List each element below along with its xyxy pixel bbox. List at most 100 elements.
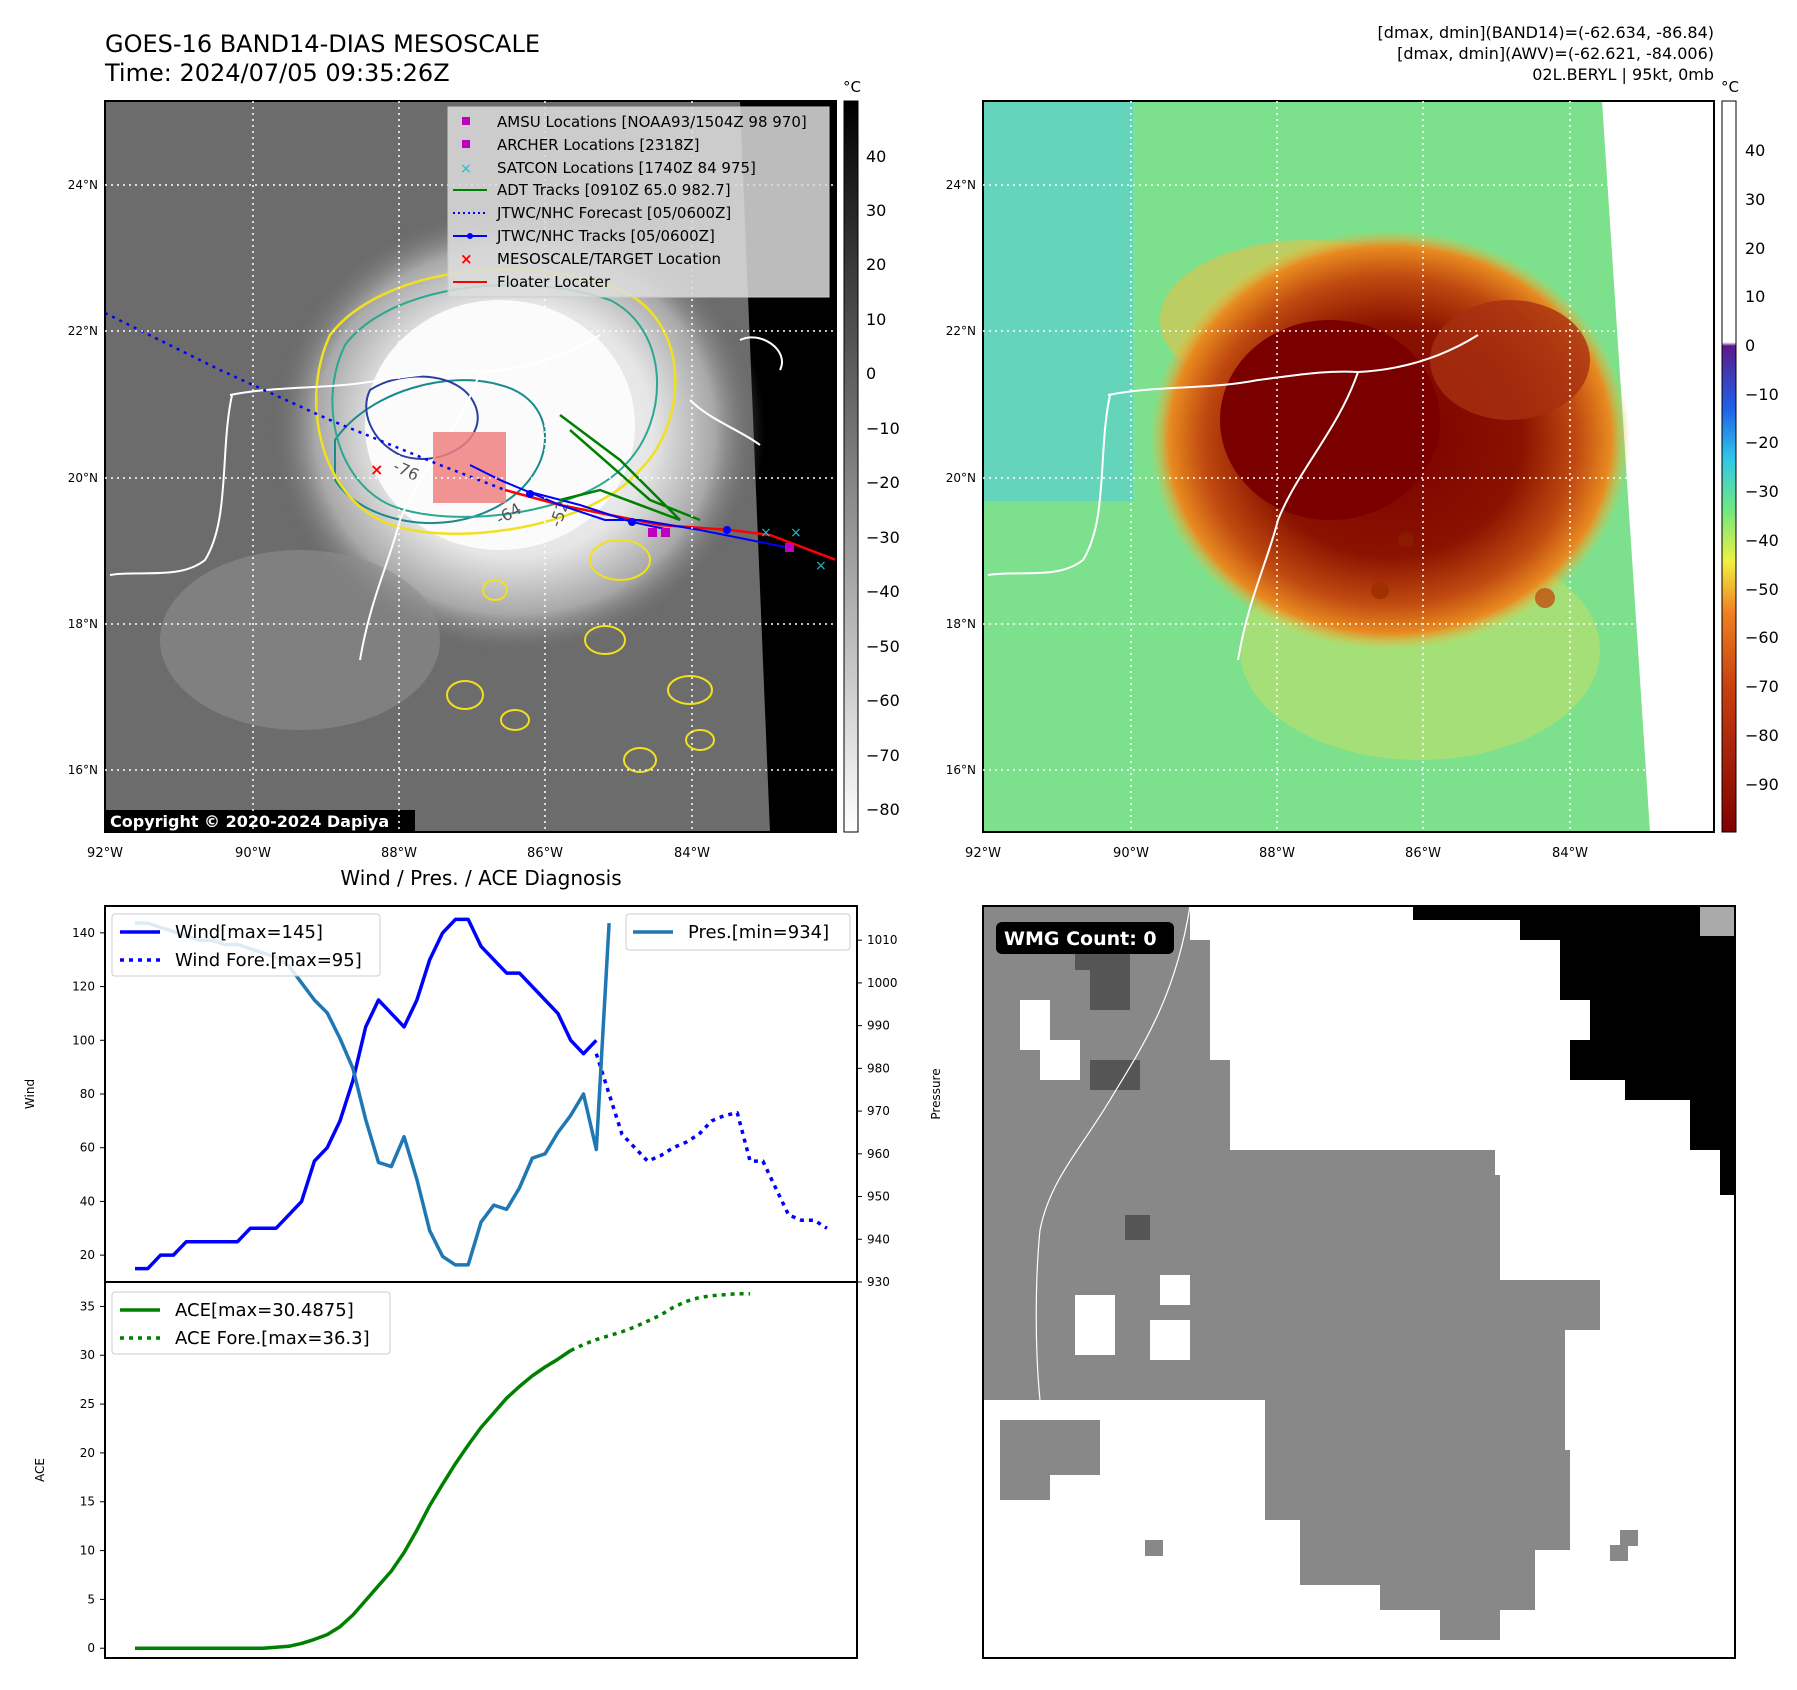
svg-text:×: × — [370, 460, 383, 479]
svg-text:−10: −10 — [866, 419, 900, 438]
y-right-tick-label: 1010 — [867, 933, 898, 947]
legend-entry-archer: ARCHER Locations [2318Z] — [462, 136, 700, 154]
svg-text:92°W: 92°W — [87, 846, 123, 861]
y-right-tick-label: 980 — [867, 1061, 890, 1075]
legend-label-wind-forecast: Wind Fore.[max=95] — [175, 950, 362, 971]
series-line-1 — [569, 1291, 751, 1353]
svg-text:−60: −60 — [1745, 628, 1779, 647]
svg-text:30: 30 — [866, 201, 886, 220]
svg-text:20°N: 20°N — [946, 471, 976, 485]
svg-text:−70: −70 — [1745, 677, 1779, 696]
wind-legend-box — [111, 913, 381, 977]
dias-map-frame — [982, 100, 1715, 833]
stats-line-2: [dmax, dmin](AWV)=(-62.621, -84.006) — [1397, 44, 1714, 63]
y-tick-label: 35 — [80, 1299, 95, 1313]
svg-text:0: 0 — [1745, 336, 1755, 355]
svg-text:×: × — [760, 525, 772, 541]
svg-text:×: × — [815, 558, 827, 574]
legend-label-pressure: Pres.[min=934] — [688, 922, 829, 943]
dias-map-lon-ticks: 92°W 90°W 88°W 86°W 84°W — [965, 846, 1588, 861]
svg-text:−20: −20 — [1745, 433, 1779, 452]
svg-text:−40: −40 — [1745, 531, 1779, 550]
y-tick-label: 80 — [80, 1087, 95, 1101]
ace-axis-label: ACE — [33, 1458, 47, 1482]
y-tick-label: 20 — [80, 1248, 95, 1262]
svg-text:92°W: 92°W — [965, 846, 1001, 861]
copyright-badge: Copyright © 2020-2024 Dapiya — [110, 812, 389, 831]
map-legend: AMSU Locations [NOAA93/1504Z 98 970] ARC… — [447, 106, 830, 298]
svg-text:10: 10 — [1745, 287, 1765, 306]
svg-text:18°N: 18°N — [68, 617, 98, 631]
legend-label-wind: Wind[max=145] — [175, 922, 323, 943]
y-right-tick-label: 1000 — [867, 976, 898, 990]
y-tick-label: 60 — [80, 1141, 95, 1155]
svg-text:84°W: 84°W — [674, 846, 710, 861]
svg-text:16°N: 16°N — [68, 763, 98, 777]
svg-text:22°N: 22°N — [946, 324, 976, 338]
y-tick-label: 25 — [80, 1397, 95, 1411]
plot-frame — [104, 1281, 858, 1659]
legend-entry-floater: Floater Locater — [453, 273, 611, 291]
y-tick-label: 40 — [80, 1194, 95, 1208]
pressure-legend-box — [625, 913, 851, 951]
svg-text:−60: −60 — [866, 691, 900, 710]
svg-text:24°N: 24°N — [946, 178, 976, 192]
y-right-tick-label: 970 — [867, 1104, 890, 1118]
svg-text:−90: −90 — [1745, 775, 1779, 794]
svg-text:−30: −30 — [866, 528, 900, 547]
svg-text:18°N: 18°N — [946, 617, 976, 631]
series-line-0 — [135, 917, 598, 1271]
svg-text:°C: °C — [843, 78, 861, 96]
svg-text:88°W: 88°W — [1259, 846, 1295, 861]
svg-text:40: 40 — [866, 147, 886, 166]
y-tick-label: 20 — [80, 1446, 95, 1460]
wmg-count-label: WMG Count: 0 — [1004, 928, 1157, 950]
y-tick-label: 0 — [87, 1641, 95, 1655]
legend-entry-forecast: JTWC/NHC Forecast [05/0600Z] — [453, 204, 731, 222]
legend-entry-tracks: JTWC/NHC Tracks [05/0600Z] — [453, 227, 715, 245]
y-tick-label: 30 — [80, 1348, 95, 1362]
svg-text:20: 20 — [866, 255, 886, 274]
y-tick-label: 15 — [80, 1495, 95, 1509]
diagnosis-title: Wind / Pres. / ACE Diagnosis — [340, 866, 621, 890]
series-line-0 — [135, 1349, 572, 1650]
ace-chart: 0 5 10 15 20 25 30 35 ACE[max=30.4875] ACE Fore.[… — [80, 1281, 858, 1659]
figure-time: Time: 2024/07/05 09:35:26Z — [104, 59, 450, 87]
dias-colorbar: °C 40 30 20 10 0 −10 −20 −30 −40 −50 −60… — [1721, 78, 1779, 833]
y-right-tick-label: 950 — [867, 1190, 890, 1204]
legend-label-ace-forecast: ACE Fore.[max=36.3] — [175, 1328, 370, 1349]
svg-text:AMSU Locations [NOAA93/1504Z 9: AMSU Locations [NOAA93/1504Z 98 970] — [497, 113, 807, 131]
y-tick-label: 120 — [72, 980, 95, 994]
ir-colorbar: °C 40 30 20 10 0 −10 −20 −30 −40 −50 −60… — [843, 78, 900, 833]
svg-text:86°W: 86°W — [1405, 846, 1441, 861]
svg-text:−30: −30 — [1745, 482, 1779, 501]
svg-text:×: × — [790, 525, 802, 541]
svg-text:90°W: 90°W — [1113, 846, 1149, 861]
ir-map-lat-ticks: 24°N 22°N 20°N 18°N 16°N — [68, 178, 98, 777]
svg-text:84°W: 84°W — [1552, 846, 1588, 861]
svg-text:40: 40 — [1745, 141, 1765, 160]
svg-text:°C: °C — [1721, 78, 1739, 96]
y-tick-label: 5 — [87, 1592, 95, 1606]
legend-entry-amsu: AMSU Locations [NOAA93/1504Z 98 970] — [462, 113, 807, 131]
ir-map-frame — [104, 100, 837, 833]
svg-text:×: × — [460, 250, 473, 268]
svg-text:−70: −70 — [866, 746, 900, 765]
wind-pressure-chart: 20 40 60 80 100 120 140 930 940 950 960 970 980 990 10… — [72, 905, 898, 1289]
svg-text:20°N: 20°N — [68, 471, 98, 485]
series-line-1 — [594, 1053, 828, 1230]
y-tick-label: 10 — [80, 1544, 95, 1558]
y-tick-label: 140 — [72, 926, 95, 940]
svg-text:JTWC/NHC Tracks [05/0600Z]: JTWC/NHC Tracks [05/0600Z] — [496, 227, 715, 245]
stats-line-3: 02L.BERYL | 95kt, 0mb — [1532, 65, 1714, 84]
legend-entry-satcon: × SATCON Locations [1740Z 84 975] — [460, 159, 756, 177]
svg-text:−80: −80 — [866, 800, 900, 819]
stats-line-1: [dmax, dmin](BAND14)=(-62.634, -86.84) — [1378, 23, 1714, 42]
legend-entry-target: × MESOSCALE/TARGET Location — [460, 250, 721, 268]
svg-text:20: 20 — [1745, 239, 1765, 258]
legend-entry-adt: ADT Tracks [0910Z 65.0 982.7] — [453, 181, 731, 199]
dias-map-lat-ticks: 24°N 22°N 20°N 18°N 16°N — [946, 178, 976, 777]
svg-text:24°N: 24°N — [68, 178, 98, 192]
svg-text:88°W: 88°W — [381, 846, 417, 861]
